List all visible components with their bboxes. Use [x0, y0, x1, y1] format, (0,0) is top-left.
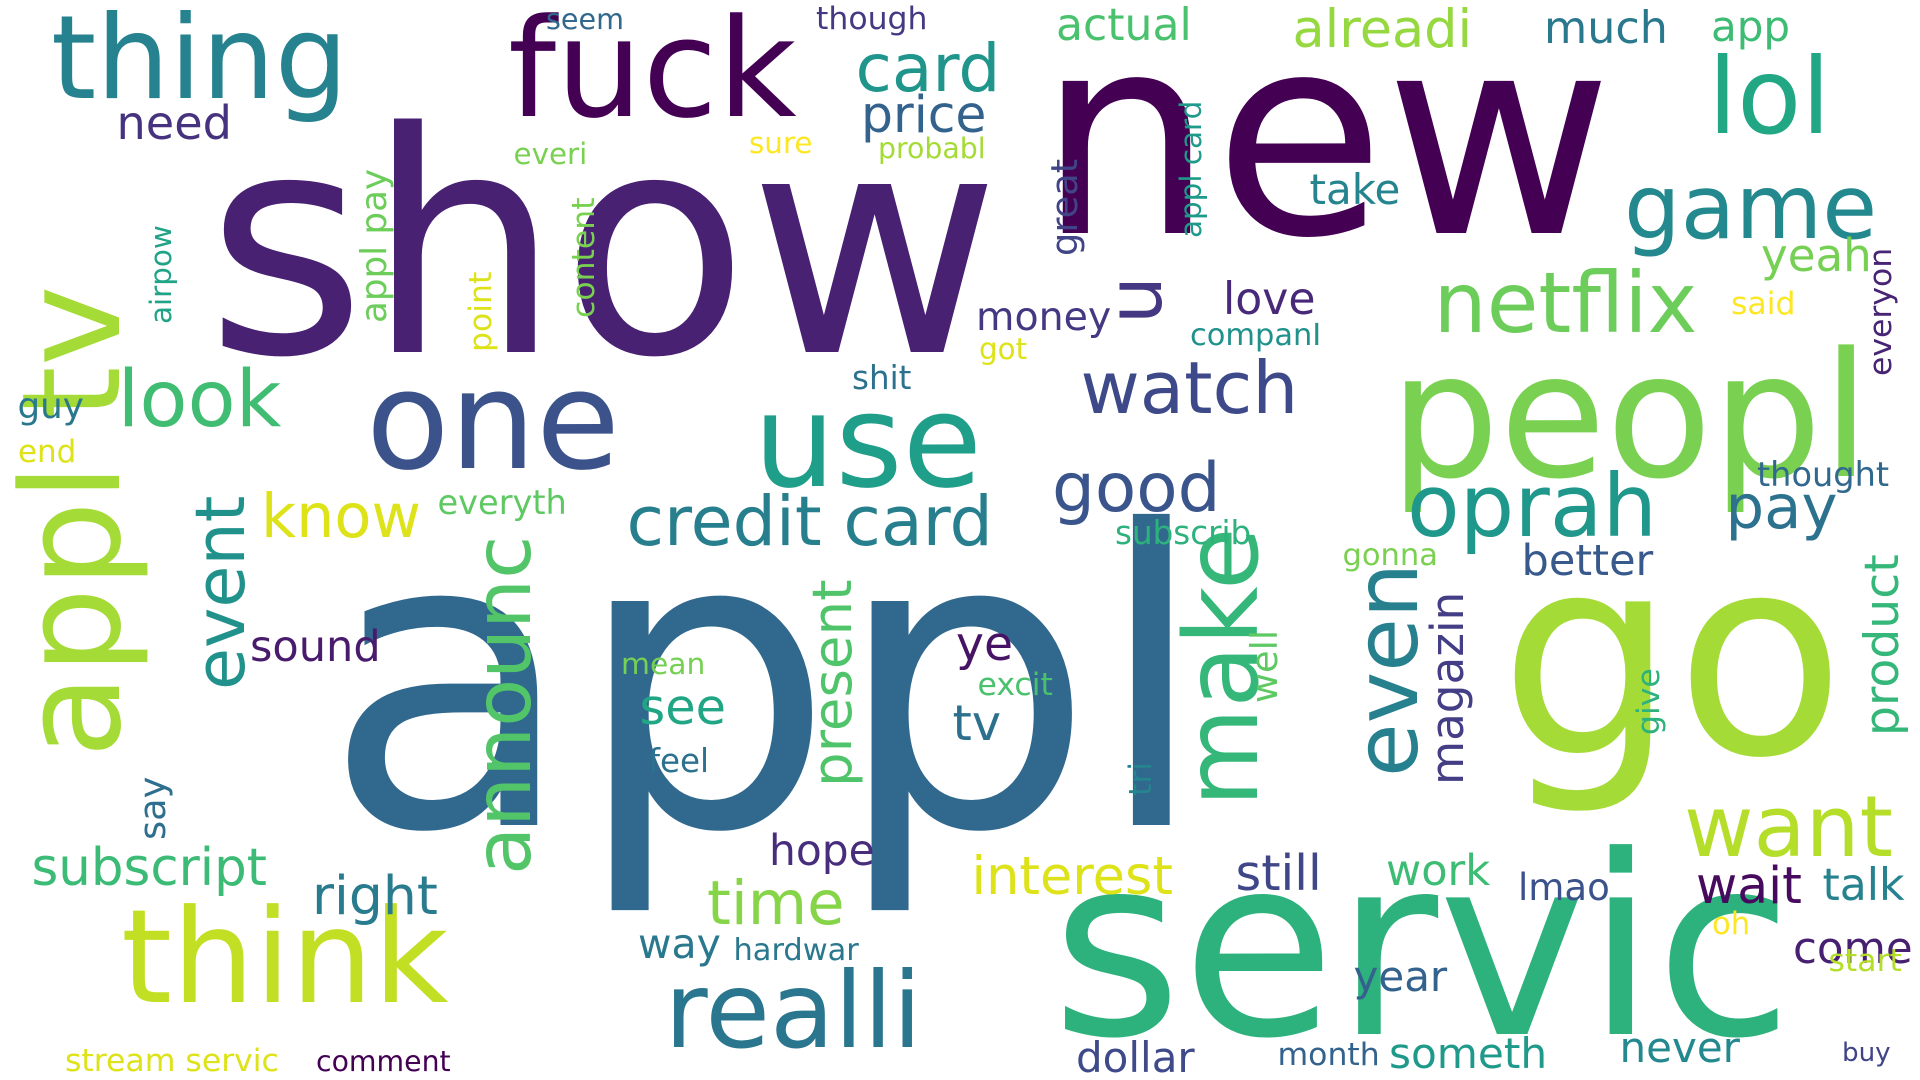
word-end: end [18, 433, 77, 470]
word-everyth: everyth [437, 483, 567, 523]
word-new: new [1037, 0, 1613, 300]
word-actual: actual [1056, 0, 1192, 51]
word-stream-servic: stream servic [65, 1043, 279, 1080]
word-app: app [1711, 2, 1791, 51]
word-appl-pay: appl pay [354, 168, 396, 323]
word-airpow: airpow [144, 225, 179, 324]
word-thought: thought [1757, 455, 1890, 495]
word-someth: someth [1389, 1029, 1548, 1079]
word-subscrib: subscrib [1115, 514, 1252, 553]
word-wait: wait [1696, 855, 1802, 915]
word-see: see [639, 677, 726, 736]
word-got: got [979, 332, 1028, 367]
word-seem: seem [546, 2, 624, 37]
word-use: use [753, 366, 983, 517]
word-ye: ye [956, 616, 1014, 672]
word-month: month [1277, 1037, 1380, 1074]
word-game: game [1624, 155, 1878, 260]
word-though: though [816, 1, 928, 38]
word-event: event [182, 495, 262, 690]
word-content: content [566, 196, 603, 318]
word-card: card [855, 30, 1001, 108]
word-peopl: peopl [1389, 314, 1871, 517]
word-take: take [1309, 165, 1401, 214]
word-better: better [1521, 535, 1654, 586]
word-gonna: gonna [1342, 537, 1438, 573]
word-interest: interest [971, 845, 1173, 907]
word-think: think [121, 880, 449, 1033]
word-price: price [861, 84, 987, 144]
word-watch: watch [1080, 347, 1299, 432]
word-great: great [1043, 158, 1087, 256]
word-one: one [366, 341, 621, 501]
word-lmao: lmao [1518, 865, 1610, 909]
word-product: product [1854, 554, 1910, 736]
word-announc: announc [457, 535, 550, 875]
word-dollar: dollar [1076, 1033, 1195, 1080]
word-sure: sure [749, 126, 813, 161]
word-lol: lol [1708, 35, 1831, 158]
word-sound: sound [250, 621, 381, 672]
word-comment: comment [316, 1044, 451, 1078]
word-alreadi: alreadi [1292, 0, 1473, 60]
word-say: say [131, 776, 175, 840]
word-love: love [1223, 273, 1316, 325]
word-talk: talk [1822, 859, 1905, 911]
word-time: time [707, 867, 845, 939]
word-excit: excit [977, 667, 1053, 704]
word-buy: buy [1842, 1037, 1891, 1068]
word-everi: everi [513, 137, 588, 172]
word-well: well [1243, 629, 1287, 703]
word-oh: oh [1712, 906, 1751, 942]
word-start: start [1828, 943, 1902, 980]
word-pay: pay [1725, 471, 1838, 543]
word-good: good [1052, 447, 1221, 527]
word-subscript: subscript [31, 837, 267, 898]
word-tri: tri [1123, 761, 1160, 796]
word-much: much [1544, 2, 1668, 54]
word-realli: realli [664, 949, 922, 1072]
word-credit-card: credit card [626, 483, 993, 563]
word-still: still [1235, 843, 1322, 902]
word-feel: feel [648, 742, 710, 781]
word-never: never [1619, 1023, 1740, 1072]
word-show: show [206, 68, 1001, 426]
word-work: work [1386, 845, 1491, 896]
word-probabl: probabl [878, 132, 986, 166]
word-shit: shit [852, 359, 912, 398]
word-guy: guy [17, 386, 84, 428]
word-mean: mean [621, 646, 706, 682]
word-hardwar: hardwar [733, 933, 859, 969]
word-need: need [116, 95, 232, 150]
word-look: look [117, 353, 282, 446]
word-want: want [1684, 777, 1893, 877]
word-servic: servic [1051, 802, 1793, 1080]
word-hope: hope [769, 826, 875, 876]
word-know: know [261, 481, 421, 552]
word-oprah: oprah [1407, 456, 1658, 557]
word-right: right [312, 863, 438, 927]
word-fuck: fuck [508, 0, 797, 149]
word-said: said [1731, 286, 1796, 323]
word-netflix: netflix [1433, 254, 1698, 352]
word-money: money [976, 293, 1112, 340]
word-appl-card: appl card [1174, 100, 1209, 238]
word-tv: tv [952, 693, 1002, 752]
word-point: point [463, 271, 500, 352]
word-yeah: yeah [1761, 228, 1872, 282]
word-compani: companI [1190, 318, 1322, 354]
word-come: come [1793, 924, 1913, 975]
word-way: way [638, 920, 721, 969]
word-even: even [1336, 562, 1439, 777]
word-thing: thing [51, 0, 349, 127]
word-everyon: everyon [1863, 247, 1900, 376]
word-appl: appl [323, 445, 1209, 923]
word-give: give [1631, 667, 1668, 735]
word-go: go [1499, 497, 1846, 820]
word-magazin: magazin [1421, 591, 1475, 785]
word-present: present [799, 579, 864, 787]
word-year: year [1353, 952, 1448, 1001]
